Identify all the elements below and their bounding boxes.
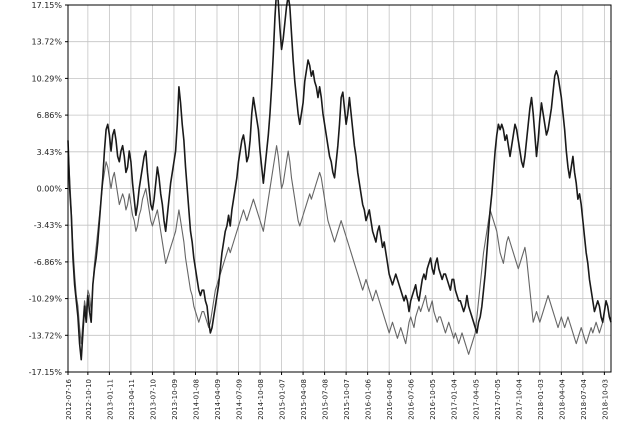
x-tick-label: 2015-04-08 [300,379,308,420]
x-tick-label: 2012-07-16 [65,378,73,419]
x-tick-label: 2018-01-03 [537,379,545,420]
x-tick-label: 2014-10-08 [257,379,265,420]
y-tick-label: -10.29% [29,295,63,304]
x-tick-label: 2018-04-04 [558,378,566,419]
x-tick-label: 2016-07-06 [408,378,416,419]
y-tick-label: 0.00% [37,185,63,194]
x-tick-label: 2016-10-05 [429,379,437,420]
grid-lines [65,4,611,375]
y-tick-label: -17.15% [29,368,63,377]
x-tick-label: 2017-07-05 [494,379,502,420]
y-axis-tick-labels: 17.15% 13.72% 10.29% 6.86% 3.43% 0.00% -3.43% -… [29,1,63,377]
x-tick-label: 2015-07-08 [322,379,330,420]
x-tick-label: 2013-01-11 [106,379,114,420]
x-tick-label: 2018-10-03 [601,379,609,420]
x-tick-label: 2012-10-10 [85,379,93,420]
y-tick-label: -6.86% [34,258,63,267]
x-tick-label: 2017-01-04 [451,378,459,419]
x-tick-label: 2014-01-08 [192,379,200,420]
y-tick-label: 3.43% [37,148,63,157]
y-tick-label: 10.29% [31,74,62,83]
x-tick-label: 2015-01-07 [279,379,287,420]
x-tick-label: 2018-07-04 [580,378,588,419]
x-tick-label: 2016-04-06 [386,378,394,419]
y-tick-label: -13.72% [29,331,63,340]
y-tick-label: -3.43% [34,221,63,230]
x-tick-label: 2013-10-09 [171,379,179,420]
y-tick-label: 6.86% [37,111,63,120]
y-tick-label: 17.15% [31,1,62,10]
x-tick-label: 2017-04-05 [472,379,480,420]
series-lines [67,0,612,361]
x-tick-label: 2013-07-10 [149,379,157,420]
series-2-line [67,145,604,355]
x-tick-label: 2015-10-07 [343,379,351,420]
y-tick-label: 13.72% [31,38,62,47]
x-tick-label: 2017-10-04 [515,378,523,419]
x-tick-label: 2016-01-06 [365,378,373,419]
x-tick-label: 2013-04-11 [128,379,136,420]
x-axis-tick-labels: 2012-07-16 2012-10-10 2013-01-11 2013-04-11… [65,378,609,419]
x-tick-label: 2014-07-09 [236,379,244,420]
x-tick-label: 2014-04-09 [214,379,222,420]
series-1-line [67,0,612,361]
plot-frame [67,4,612,373]
